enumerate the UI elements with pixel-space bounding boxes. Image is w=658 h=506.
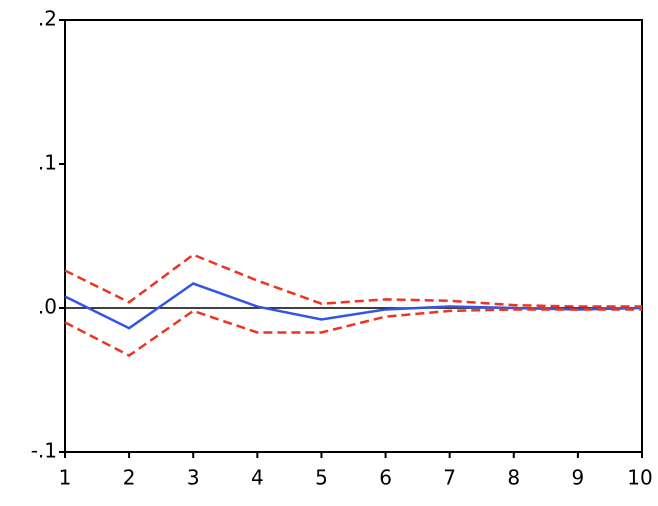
x-tick-label: 10: [627, 466, 652, 490]
y-tick-label: .0: [38, 295, 57, 319]
series-line: [64, 253, 642, 308]
x-tick-label: 9: [572, 466, 585, 490]
x-tick-label: 1: [59, 466, 72, 490]
x-tick-label: 6: [379, 466, 392, 490]
x-tick-label: 8: [507, 466, 520, 490]
series-line: [64, 308, 642, 357]
x-tick-label: 5: [315, 466, 328, 490]
y-tick-label: .2: [38, 7, 57, 31]
plot-frame: [64, 19, 643, 453]
y-tick-label: -.1: [31, 439, 57, 463]
x-tick-label: 3: [187, 466, 200, 490]
y-tick-label: .1: [38, 151, 57, 175]
x-tick-label: 7: [443, 466, 456, 490]
x-tick-label: 2: [123, 466, 136, 490]
x-tick-label: 4: [251, 466, 264, 490]
